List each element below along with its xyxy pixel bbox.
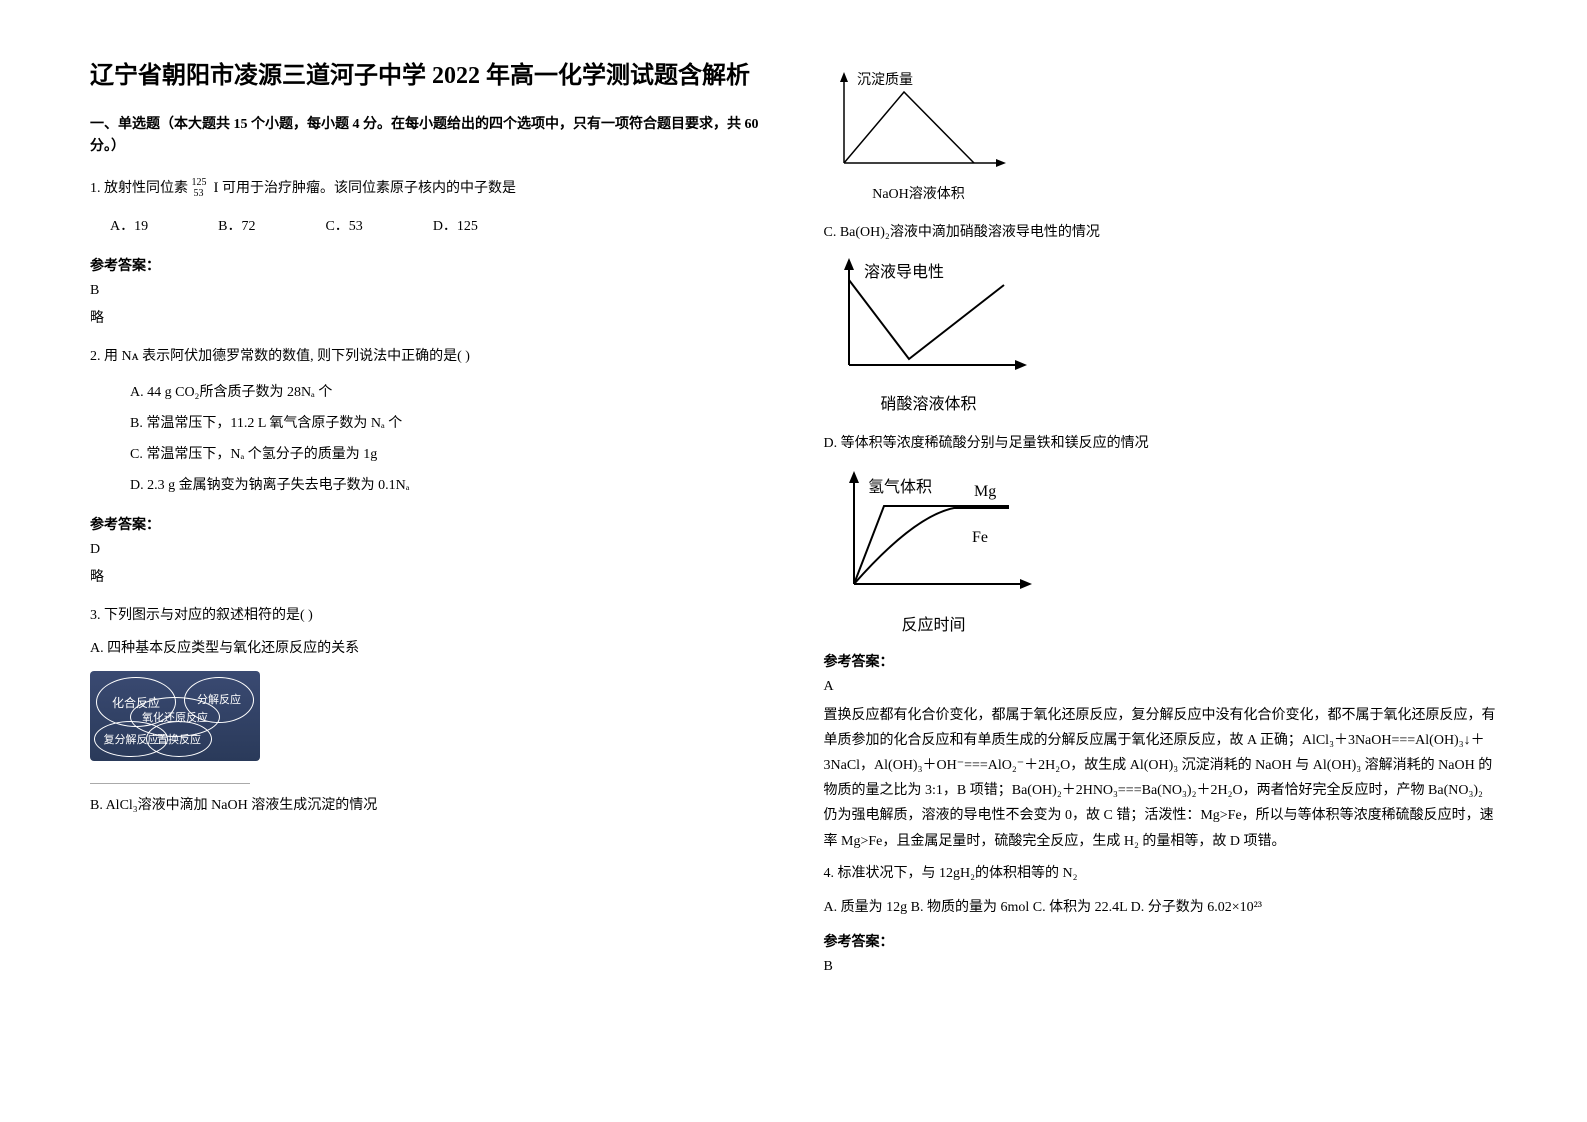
chart-c-ylabel: 溶液导电性 bbox=[864, 263, 944, 281]
chart-b: 沉淀质量 NaOH溶液体积 bbox=[824, 68, 1498, 203]
q1-pre: 1. 放射性同位素 bbox=[90, 181, 192, 196]
venn-diagram: 化合反应 分解反应 氧化还原反应 复分解反应 置换反应 bbox=[90, 671, 260, 761]
q1-options: A．19 B．72 C．53 D．125 bbox=[110, 212, 764, 243]
q1-ans: B bbox=[90, 283, 764, 299]
q3-c-label: C. Ba(OH)₂溶液中滴加硝酸溶液导电性的情况 bbox=[824, 221, 1498, 245]
chart-d-ylabel: 氢气体积 bbox=[868, 478, 932, 496]
iso-sym: I bbox=[214, 180, 219, 196]
q3-ans-label: 参考答案： bbox=[824, 651, 1498, 671]
q4-text: 4. 标准状况下，与 12gH₂的体积相等的 N₂ bbox=[824, 862, 1498, 886]
chart-b-xlabel: NaOH溶液体积 bbox=[824, 183, 1014, 203]
left-column: 辽宁省朝阳市凌源三道河子中学 2022 年高一化学测试题含解析 一、单选题（本大… bbox=[90, 60, 764, 1062]
precipitate-chart: 沉淀质量 bbox=[824, 68, 1014, 178]
q1-opt-b: B．72 bbox=[218, 212, 255, 243]
chart-b-ylabel: 沉淀质量 bbox=[857, 72, 913, 88]
q2-note: 略 bbox=[90, 566, 764, 586]
q3-d-label: D. 等体积等浓度稀硫酸分别与足量铁和镁反应的情况 bbox=[824, 432, 1498, 456]
q1-ans-label: 参考答案： bbox=[90, 255, 764, 275]
series-mg: Mg bbox=[974, 483, 996, 500]
divider bbox=[90, 783, 250, 784]
q3-venn-figure: 化合反应 分解反应 氧化还原反应 复分解反应 置换反应 bbox=[90, 671, 764, 761]
chart-c: 溶液导电性 硝酸溶液体积 bbox=[824, 255, 1498, 414]
q2-opt-a: A. 44 g CO₂所含质子数为 28Nₐ 个 bbox=[130, 378, 764, 409]
q2-opt-d: D. 2.3 g 金属钠变为钠离子失去电子数为 0.1Nₐ bbox=[130, 471, 764, 502]
chart-c-xlabel: 硝酸溶液体积 bbox=[824, 390, 1034, 414]
q1-opt-a: A．19 bbox=[110, 212, 148, 243]
page-title: 辽宁省朝阳市凌源三道河子中学 2022 年高一化学测试题含解析 bbox=[90, 60, 764, 94]
h2-volume-chart: 氢气体积 Mg Fe bbox=[824, 466, 1044, 606]
chart-d: 氢气体积 Mg Fe 反应时间 bbox=[824, 466, 1498, 635]
q2-opt-c: C. 常温常压下，Nₐ 个氢分子的质量为 1g bbox=[130, 440, 764, 471]
q1-isotope: 125 53 bbox=[192, 178, 214, 200]
q3-explain: 置换反应都有化合价变化，都属于氧化还原反应，复分解反应中没有化合价变化，都不属于… bbox=[824, 703, 1498, 854]
q2-ans-label: 参考答案： bbox=[90, 514, 764, 534]
q2-ans: D bbox=[90, 542, 764, 558]
q3-text: 3. 下列图示与对应的叙述相符的是( ) bbox=[90, 604, 764, 628]
q4-opts: A. 质量为 12g B. 物质的量为 6mol C. 体积为 22.4L D.… bbox=[824, 896, 1498, 920]
right-column: 沉淀质量 NaOH溶液体积 C. Ba(OH)₂溶液中滴加硝酸溶液导电性的情况 … bbox=[824, 60, 1498, 1062]
q4-ans: B bbox=[824, 959, 1498, 975]
q3-b-label: B. AlCl₃溶液中滴加 NaOH 溶液生成沉淀的情况 bbox=[90, 794, 764, 818]
q1-post: 可用于治疗肿瘤。该同位素原子核内的中子数是 bbox=[222, 181, 516, 196]
q3-ans: A bbox=[824, 679, 1498, 695]
q1-opt-d: D．125 bbox=[433, 212, 478, 243]
iso-z: 53 bbox=[194, 185, 204, 202]
q2-opt-b: B. 常温常压下，11.2 L 氧气含原子数为 Nₐ 个 bbox=[130, 409, 764, 440]
q2-text: 2. 用 Nᴀ 表示阿伏加德罗常数的数值, 则下列说法中正确的是( ) bbox=[90, 345, 764, 369]
q4-ans-label: 参考答案： bbox=[824, 931, 1498, 951]
venn-node: 置换反应 bbox=[146, 721, 212, 757]
q1-opt-c: C．53 bbox=[325, 212, 362, 243]
q1-note: 略 bbox=[90, 307, 764, 327]
series-fe: Fe bbox=[972, 529, 988, 546]
q1-text: 1. 放射性同位素 125 53 I 可用于治疗肿瘤。该同位素原子核内的中子数是 bbox=[90, 176, 764, 202]
q2-options: A. 44 g CO₂所含质子数为 28Nₐ 个 B. 常温常压下，11.2 L… bbox=[130, 378, 764, 501]
chart-d-xlabel: 反应时间 bbox=[824, 611, 1044, 635]
conductivity-chart: 溶液导电性 bbox=[824, 255, 1034, 385]
q3-a-label: A. 四种基本反应类型与氧化还原反应的关系 bbox=[90, 637, 764, 661]
section-header: 一、单选题（本大题共 15 个小题，每小题 4 分。在每小题给出的四个选项中，只… bbox=[90, 114, 764, 159]
